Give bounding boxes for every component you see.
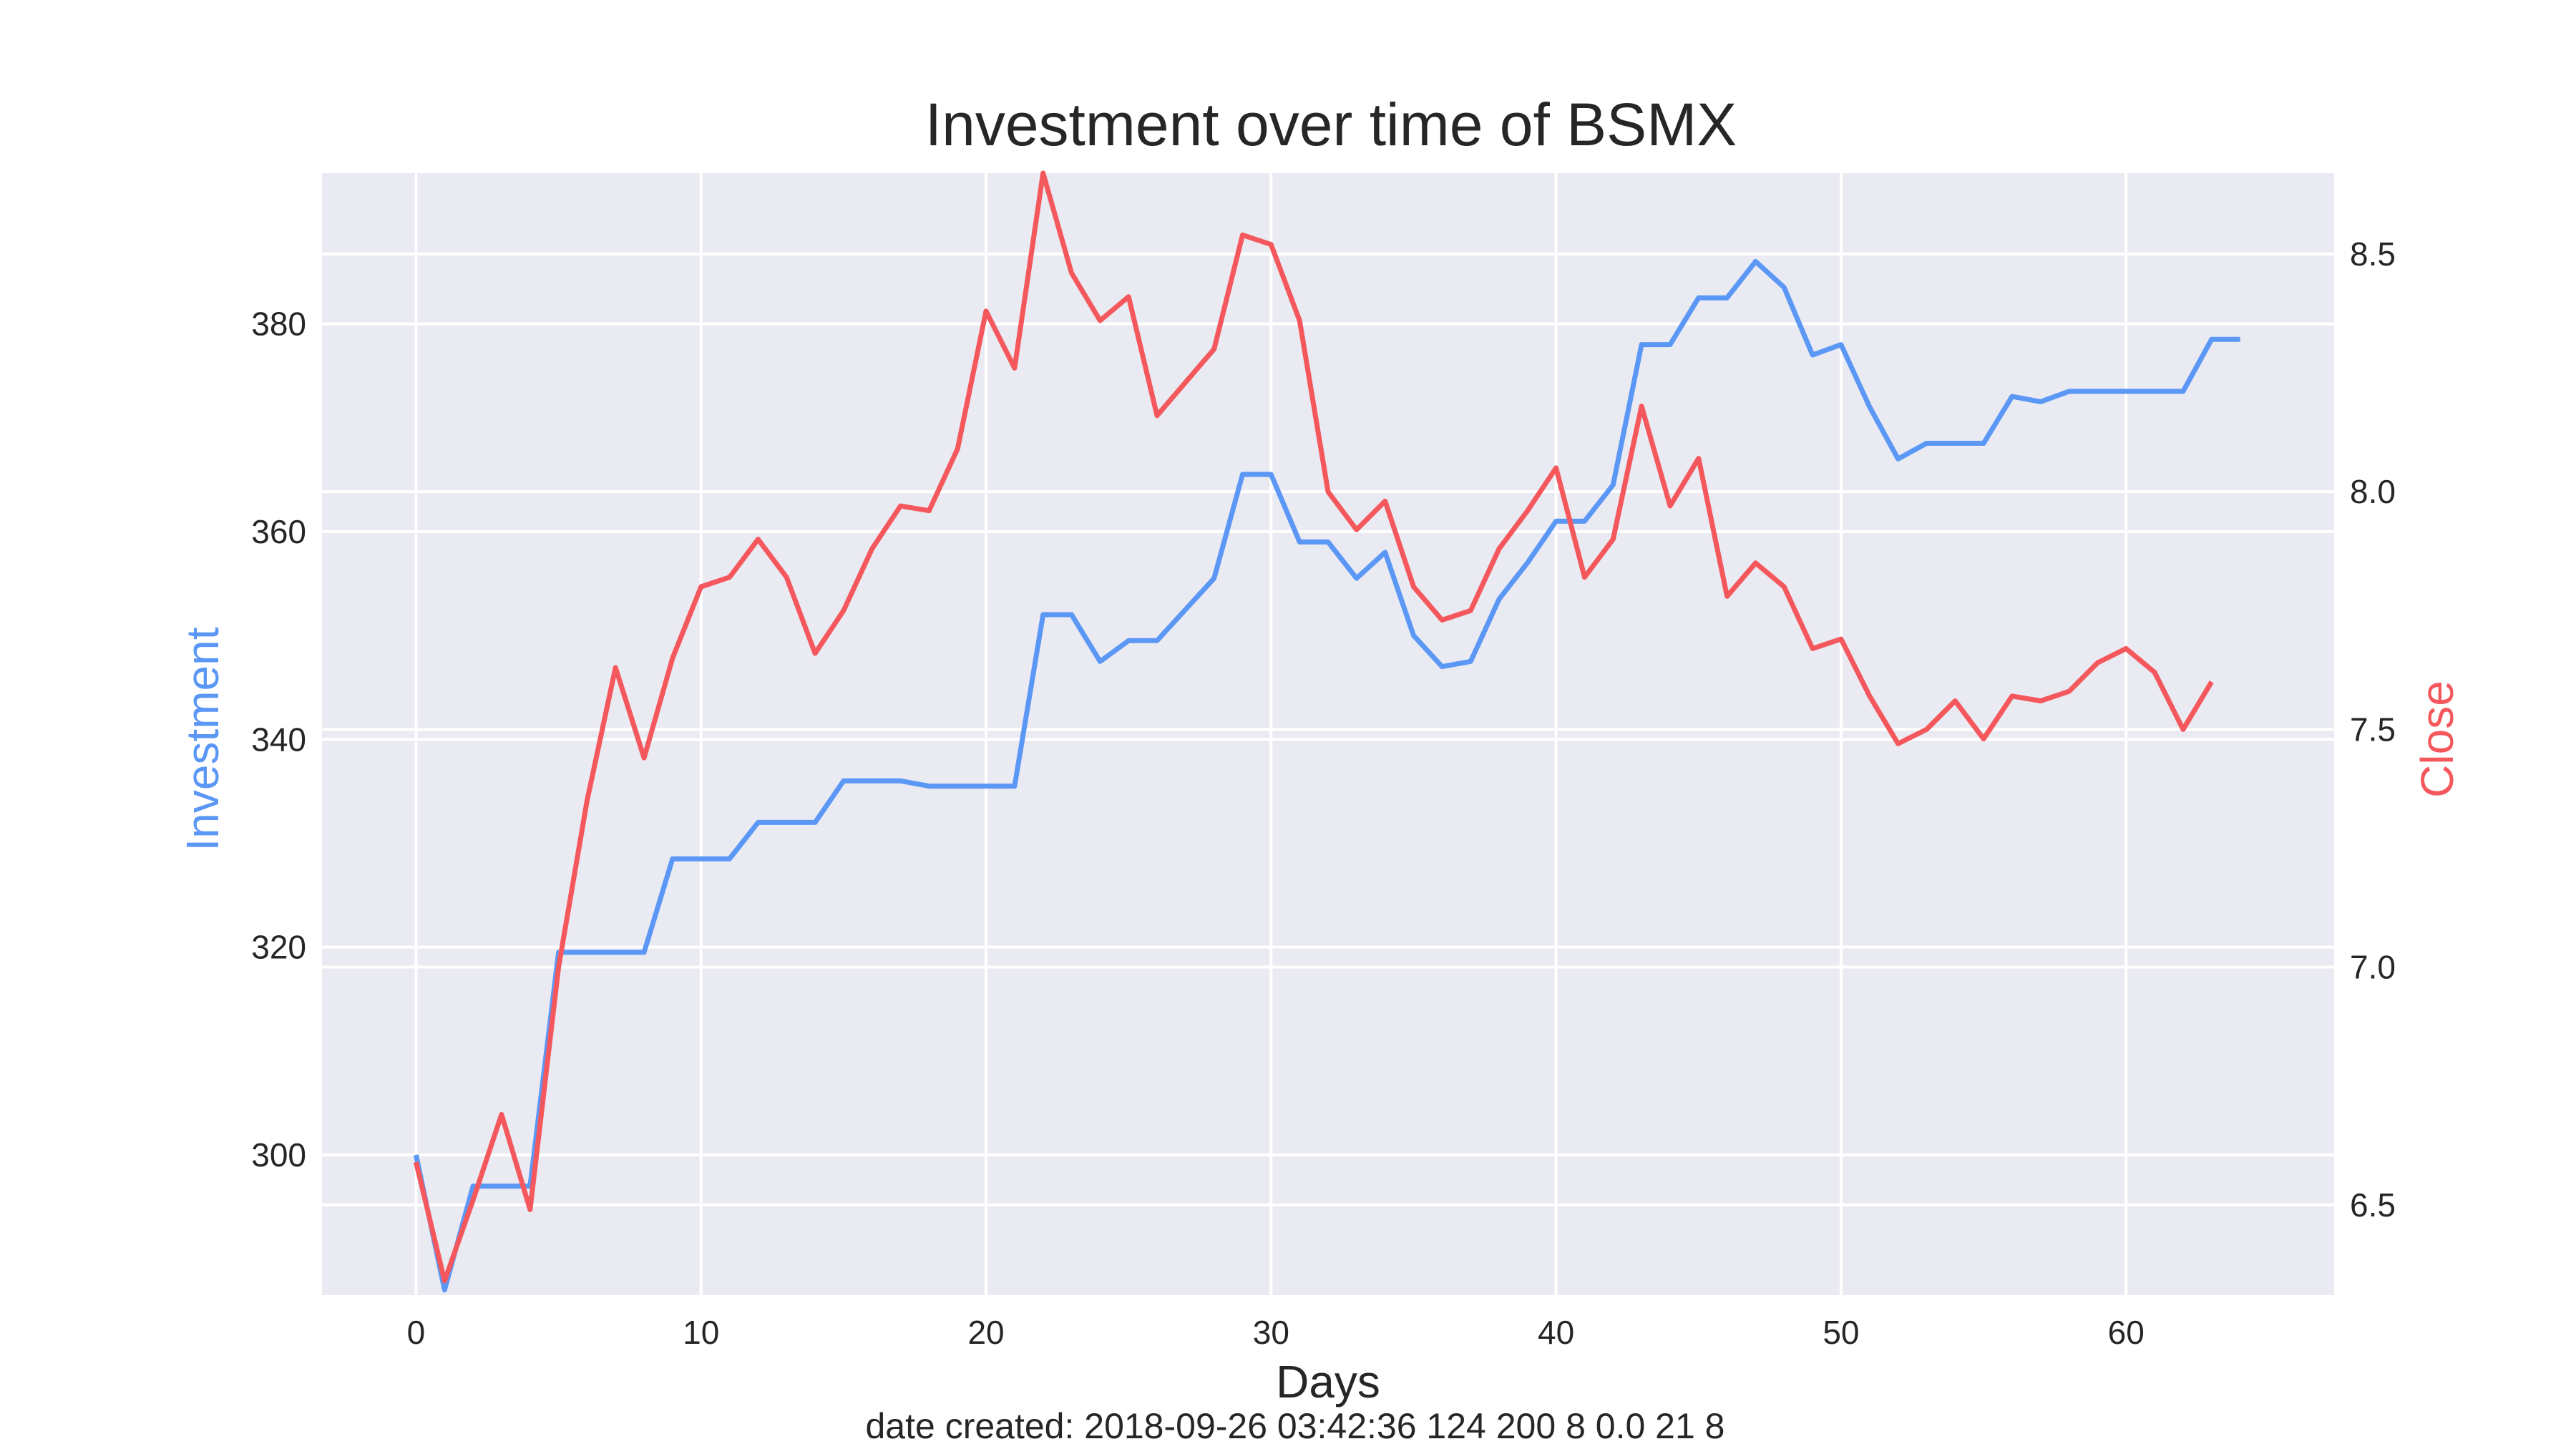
y-right-tick-label: 7.0 [2350,949,2396,986]
grid-lines [322,173,2334,1295]
x-tick-label: 50 [1823,1314,1859,1351]
y-right-tick-label: 7.5 [2350,711,2396,748]
series-lines [413,170,2240,1293]
y-left-tick-label: 380 [251,306,306,343]
x-tick-label: 40 [1538,1314,1574,1351]
x-tick-label: 10 [683,1314,719,1351]
y-axis-label-left: Investment [177,627,228,851]
x-tick-label: 30 [1253,1314,1289,1351]
x-axis-label: Days [1276,1356,1380,1407]
x-tick-label: 0 [407,1314,426,1351]
tick-labels: 0 10 20 30 40 50 60 300 320 340 360 380 6.5 7.0 7.5 8.0… [251,235,2396,1351]
y-right-tick-label: 8.5 [2350,235,2396,273]
y-right-tick-label: 8.0 [2350,473,2396,510]
plot-area [322,173,2334,1295]
y-left-tick-label: 320 [251,929,306,966]
investment-series-line [413,258,2240,1293]
y-left-tick-label: 360 [251,513,306,550]
x-tick-label: 60 [2108,1314,2145,1351]
x-tick-label: 20 [967,1314,1004,1351]
y-axis-label-right: Close [2411,680,2463,798]
y-right-tick-label: 6.5 [2350,1186,2396,1224]
close-series-line [413,170,2214,1284]
y-left-tick-label: 340 [251,721,306,758]
chart-title: Investment over time of BSMX [925,91,1737,158]
y-left-tick-label: 300 [251,1136,306,1174]
date-created-footer: date created: 2018-09-26 03:42:36 124 20… [866,1406,1725,1446]
